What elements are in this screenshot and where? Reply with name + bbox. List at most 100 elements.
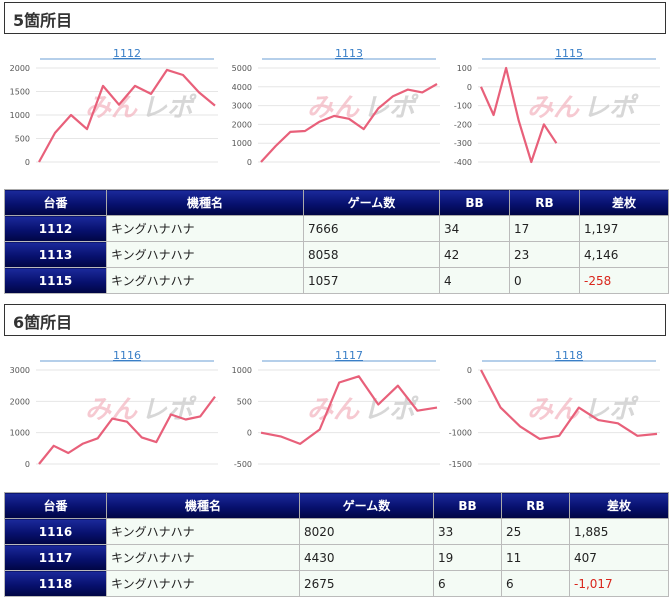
chart-1112: 1112 2000 1500 1000 500 0 みん レポ — [4, 44, 224, 172]
chart-1115: 1115 100 0 -100 -200 -300 -400 みん レポ — [446, 44, 666, 172]
games-cell: 8020 — [299, 518, 434, 545]
watermark-logo: みん レポ — [307, 395, 419, 425]
rb-cell: 0 — [509, 267, 580, 294]
games-cell: 1057 — [303, 267, 440, 294]
machine-name-cell: キングハナハナ — [106, 267, 304, 294]
rb-cell: 25 — [501, 518, 570, 545]
data-table-6: 台番 機種名 ゲーム数 BB RB 差枚 1116 キングハナハナ 8020 3… — [4, 492, 669, 597]
col-header-rb: RB — [509, 189, 580, 216]
col-header-num: 台番 — [4, 492, 107, 519]
y-tick-label: 1500 — [10, 88, 30, 97]
chart-title-link[interactable]: 1116 — [113, 349, 141, 362]
col-header-diff: 差枚 — [569, 492, 669, 519]
chart-title-link[interactable]: 1118 — [555, 349, 583, 362]
section-header-6: 6箇所目 — [4, 304, 666, 336]
y-tick-label: -400 — [454, 158, 472, 167]
y-tick-label: 500 — [15, 135, 30, 144]
y-tick-label: 2000 — [10, 397, 30, 406]
col-header-name: 機種名 — [106, 189, 304, 216]
col-header-games: ゲーム数 — [299, 492, 434, 519]
chart-svg: 1117 1000 500 0 -500 みん レポ — [232, 349, 440, 469]
y-tick-label: 3000 — [232, 102, 252, 111]
diff-cell: 4,146 — [579, 241, 669, 268]
section-header-5: 5箇所目 — [4, 2, 666, 34]
y-tick-label: 1000 — [10, 429, 30, 438]
bb-cell: 33 — [433, 518, 502, 545]
machine-number-cell: 1115 — [4, 267, 107, 294]
y-tick-label: 3000 — [10, 366, 30, 375]
y-tick-label: 0 — [467, 83, 472, 92]
diff-cell: 407 — [569, 544, 669, 571]
watermark-logo: みん レポ — [527, 93, 639, 123]
y-tick-label: 2000 — [10, 64, 30, 73]
watermark-text-red: みん — [307, 93, 360, 123]
table-row: 1116 キングハナハナ 8020 33 25 1,885 — [4, 518, 669, 545]
y-tick-label: 0 — [247, 429, 252, 438]
bb-cell: 4 — [439, 267, 510, 294]
section-title: 5箇所目 — [13, 11, 73, 30]
chart-title-link[interactable]: 1113 — [335, 47, 363, 60]
watermark-logo: みん レポ — [527, 395, 639, 425]
diff-cell: -1,017 — [569, 570, 669, 597]
table-row: 1118 キングハナハナ 2675 6 6 -1,017 — [4, 570, 669, 597]
y-tick-label: -500 — [234, 460, 252, 469]
chart-svg: 1113 5000 4000 3000 2000 1000 0 みん レポ — [232, 47, 440, 167]
y-tick-label: 0 — [467, 366, 472, 375]
chart-title-link[interactable]: 1117 — [335, 349, 363, 362]
watermark-text-gray: レポ — [363, 395, 419, 425]
y-tick-label: 5000 — [232, 64, 252, 73]
diff-cell: 1,197 — [579, 215, 669, 242]
rb-cell: 17 — [509, 215, 580, 242]
games-cell: 7666 — [303, 215, 440, 242]
y-tick-label: 1000 — [232, 139, 252, 148]
games-cell: 2675 — [299, 570, 434, 597]
col-header-num: 台番 — [4, 189, 107, 216]
machine-number-cell: 1116 — [4, 518, 107, 545]
y-tick-label: -1500 — [449, 460, 472, 469]
bb-cell: 42 — [439, 241, 510, 268]
table-row: 1115 キングハナハナ 1057 4 0 -258 — [4, 267, 669, 294]
col-header-bb: BB — [439, 189, 510, 216]
table-row: 1113 キングハナハナ 8058 42 23 4,146 — [4, 241, 669, 268]
series-line-1116 — [38, 395, 216, 465]
y-tick-label: 100 — [457, 64, 472, 73]
watermark-logo: みん レポ — [85, 395, 197, 425]
rb-cell: 11 — [501, 544, 570, 571]
machine-number-cell: 1118 — [4, 570, 107, 597]
series-line-1115 — [479, 66, 558, 164]
col-header-name: 機種名 — [106, 492, 300, 519]
machine-name-cell: キングハナハナ — [106, 241, 304, 268]
col-header-games: ゲーム数 — [303, 189, 440, 216]
series-line-1113 — [260, 83, 438, 163]
chart-1118: 1118 0 -500 -1000 -1500 みん レポ — [446, 346, 666, 474]
diff-cell: -258 — [579, 267, 669, 294]
table-header-row: 台番 機種名 ゲーム数 BB RB 差枚 — [4, 189, 669, 216]
y-tick-label: 0 — [25, 460, 30, 469]
games-cell: 8058 — [303, 241, 440, 268]
chart-1117: 1117 1000 500 0 -500 みん レポ — [226, 346, 446, 474]
table-row: 1112 キングハナハナ 7666 34 17 1,197 — [4, 215, 669, 242]
y-tick-label: 0 — [247, 158, 252, 167]
games-cell: 4430 — [299, 544, 434, 571]
chart-title-link[interactable]: 1112 — [113, 47, 141, 60]
rb-cell: 23 — [509, 241, 580, 268]
y-tick-label: 1000 — [232, 366, 252, 375]
bb-cell: 19 — [433, 544, 502, 571]
machine-number-cell: 1112 — [4, 215, 107, 242]
chart-title-link[interactable]: 1115 — [555, 47, 583, 60]
chart-svg: 1115 100 0 -100 -200 -300 -400 みん レポ — [454, 47, 660, 167]
col-header-rb: RB — [501, 492, 570, 519]
series-line-1118 — [480, 369, 658, 441]
chart-1113: 1113 5000 4000 3000 2000 1000 0 みん レポ — [226, 44, 446, 172]
col-header-diff: 差枚 — [579, 189, 669, 216]
watermark-logo: みん レポ — [85, 93, 197, 123]
data-table-5: 台番 機種名 ゲーム数 BB RB 差枚 1112 キングハナハナ 7666 3… — [4, 189, 669, 294]
y-tick-label: -200 — [454, 120, 472, 129]
bb-cell: 6 — [433, 570, 502, 597]
y-tick-label: 2000 — [232, 120, 252, 129]
machine-number-cell: 1113 — [4, 241, 107, 268]
y-tick-label: 4000 — [232, 83, 252, 92]
machine-name-cell: キングハナハナ — [106, 570, 300, 597]
watermark-text-red: みん — [527, 93, 580, 123]
watermark-text-gray: レポ — [583, 395, 639, 425]
